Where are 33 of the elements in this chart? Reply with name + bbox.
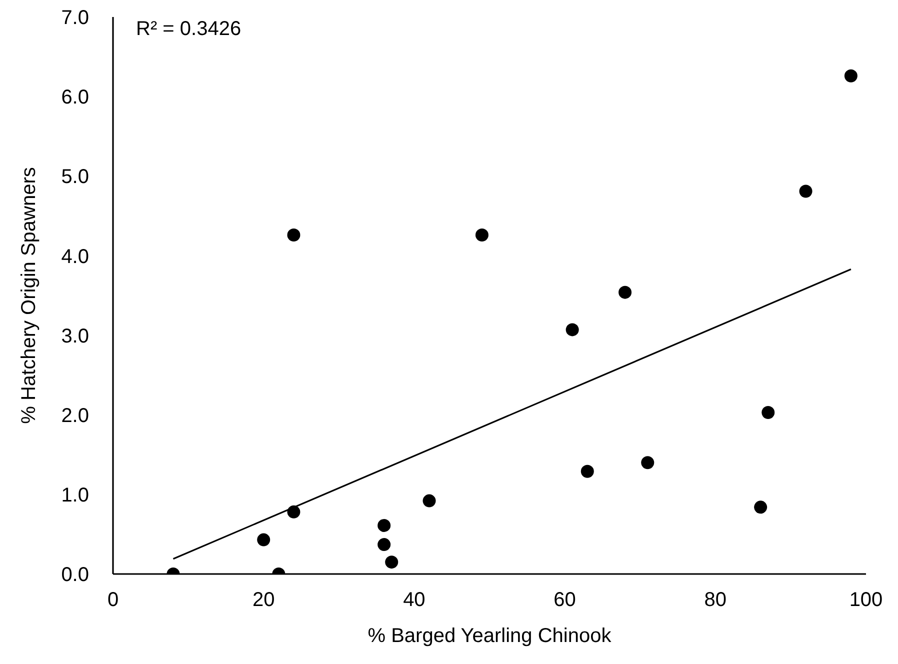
point bbox=[475, 228, 488, 242]
y-tick-label: 4.0 bbox=[61, 246, 89, 268]
point bbox=[378, 538, 391, 552]
y-tick-label: 1.0 bbox=[61, 484, 89, 507]
x-axis-title: % Barged Yearling Chinook bbox=[368, 625, 612, 647]
y-tick-label: 0.0 bbox=[61, 564, 89, 586]
x-tick-label: 100 bbox=[849, 589, 883, 612]
point bbox=[287, 228, 300, 242]
point bbox=[580, 464, 594, 478]
annotation: R² = 0.3426 bbox=[136, 18, 242, 41]
x-tick-label: 20 bbox=[252, 589, 275, 612]
y-tick-label: 7.0 bbox=[61, 7, 89, 30]
x-tick-label: 40 bbox=[403, 589, 426, 612]
point bbox=[378, 518, 391, 532]
point bbox=[799, 184, 812, 198]
y-tick-label: 6.0 bbox=[61, 86, 89, 109]
point bbox=[566, 323, 579, 336]
x-tick-label: 0 bbox=[107, 589, 119, 612]
point bbox=[422, 494, 436, 508]
point bbox=[844, 69, 858, 82]
x-tick-label: 80 bbox=[704, 589, 727, 612]
point bbox=[754, 500, 768, 514]
point bbox=[762, 406, 775, 419]
y-axis-title: % Hatchery Origin Spawners bbox=[18, 167, 40, 424]
y-tick-label: 3.0 bbox=[61, 325, 89, 348]
point bbox=[641, 456, 654, 470]
y-tick-label: 2.0 bbox=[61, 404, 89, 427]
x-tick-label: 60 bbox=[554, 589, 576, 612]
y-tick-label: 5.0 bbox=[61, 166, 89, 188]
point bbox=[385, 556, 398, 569]
point bbox=[287, 505, 300, 518]
point bbox=[257, 533, 270, 546]
point bbox=[618, 286, 632, 299]
